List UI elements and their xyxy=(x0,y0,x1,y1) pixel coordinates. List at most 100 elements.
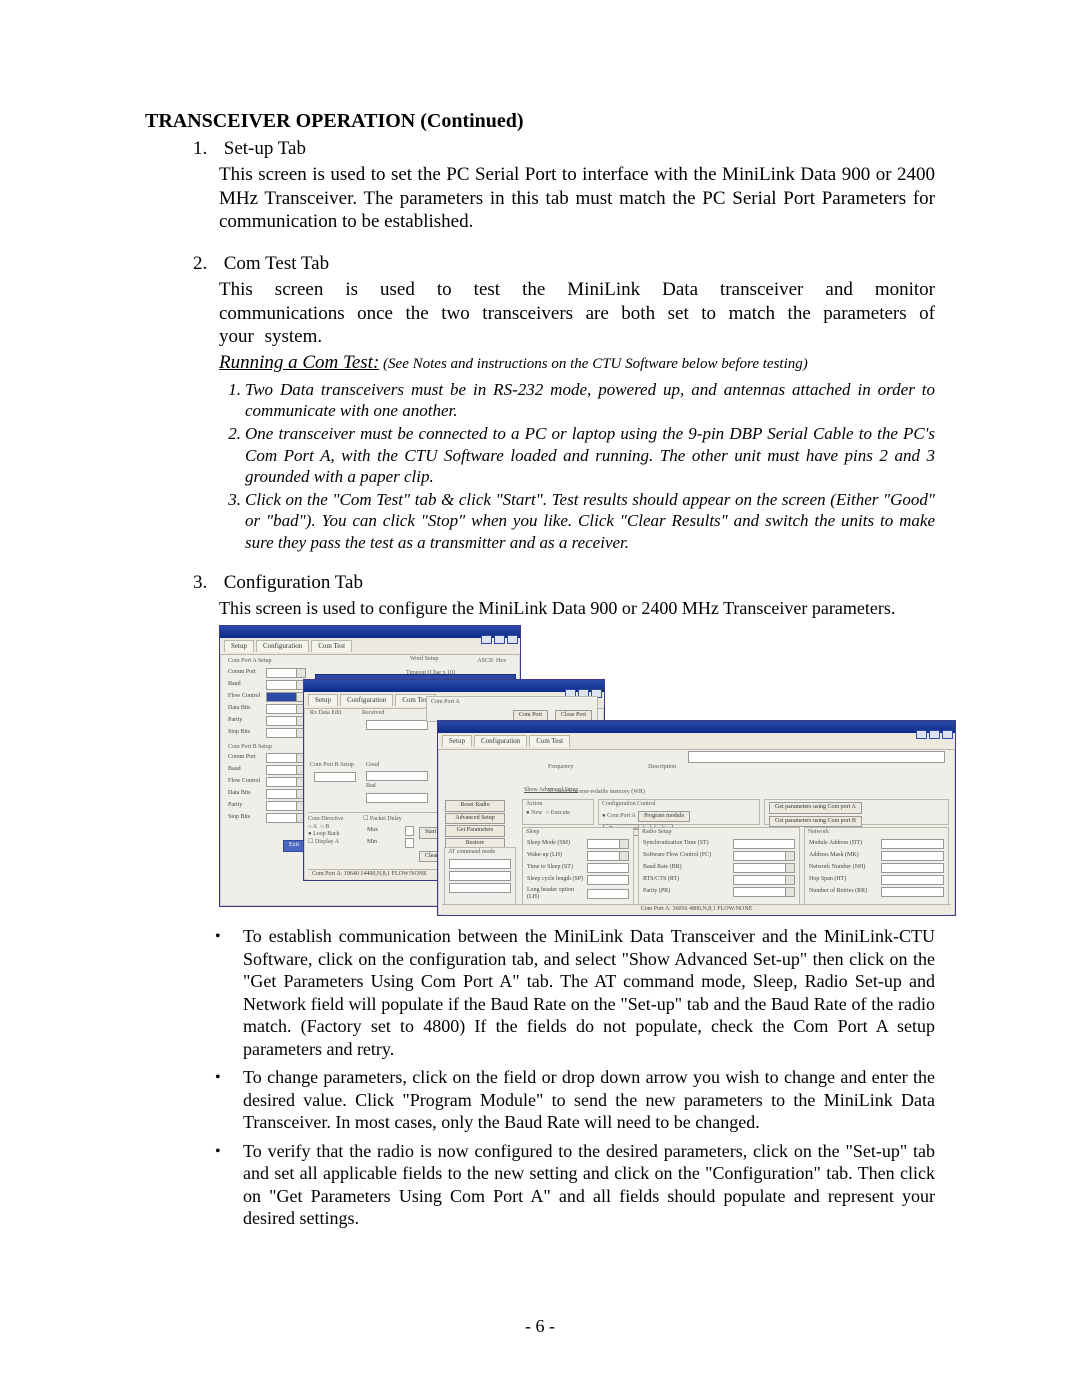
tab-config[interactable]: Configuration xyxy=(256,640,309,652)
at-command-group: AT command mode xyxy=(444,847,516,905)
field-label: Wake-up (LH) xyxy=(527,852,587,860)
radio-label[interactable]: Hex xyxy=(496,658,506,664)
radio-label[interactable]: New xyxy=(531,810,542,816)
network-group: Network Module Address (DT) Address Mask… xyxy=(804,827,949,905)
field-label: Min xyxy=(367,839,405,847)
field-label: Software Flow Control (FC) xyxy=(643,852,733,860)
text-input[interactable] xyxy=(587,863,629,873)
combo-input[interactable] xyxy=(587,839,620,849)
radio-label[interactable]: ASCII xyxy=(477,658,493,664)
radio-label[interactable]: A xyxy=(313,824,317,830)
dropdown-icon[interactable] xyxy=(786,851,795,861)
combo-input[interactable] xyxy=(266,765,297,775)
combo-input[interactable] xyxy=(733,851,786,861)
document-page: TRANSCEIVER OPERATION (Continued) 1. Set… xyxy=(0,0,1080,1397)
text-input[interactable] xyxy=(881,863,944,873)
embedded-screenshots: SetupConfigurationCom Test Com Port A Se… xyxy=(219,625,935,915)
text-input[interactable] xyxy=(881,875,944,885)
roman-steps: 1.Two Data transceivers must be in RS-23… xyxy=(219,379,935,553)
text-input[interactable] xyxy=(587,875,629,885)
combo-input[interactable] xyxy=(266,801,297,811)
item-body: This screen is used to set the PC Serial… xyxy=(219,163,935,234)
window-buttons xyxy=(914,722,953,731)
dropdown-icon[interactable] xyxy=(297,668,306,678)
text-input[interactable] xyxy=(314,772,356,782)
group-label: Radio Setup xyxy=(642,829,796,837)
text-input[interactable] xyxy=(587,889,629,899)
radio-label[interactable]: B xyxy=(325,824,329,830)
dropdown-icon[interactable] xyxy=(620,851,629,861)
text-input[interactable] xyxy=(449,859,511,869)
text-input[interactable] xyxy=(881,887,944,897)
text-input[interactable] xyxy=(405,838,414,848)
tab-config[interactable]: Configuration xyxy=(474,735,527,747)
combo-input[interactable] xyxy=(266,753,297,763)
field-label: Comm Port xyxy=(228,754,266,762)
field-label: Data Bits xyxy=(228,790,266,798)
check-label[interactable]: Display A xyxy=(315,839,339,845)
show-advanced-link[interactable]: Show Advanced Setup xyxy=(524,787,578,795)
tab-comtest[interactable]: Com Test xyxy=(529,735,570,747)
comport-panel: Com Port A Com Port Close Port xyxy=(426,696,598,722)
numbered-list: 1. Set-up Tab This screen is used to set… xyxy=(193,137,935,915)
combo-input[interactable] xyxy=(266,777,297,787)
roman-num: 3. xyxy=(219,489,241,510)
tab-comtest[interactable]: Com Test xyxy=(311,640,352,652)
radio-label[interactable]: Loop Back xyxy=(313,831,340,837)
field-label: Number of Retries (RR) xyxy=(809,888,881,896)
radio-label[interactable]: Execute xyxy=(551,810,570,816)
window-buttons xyxy=(479,627,518,636)
program-module-button[interactable]: Program module xyxy=(638,811,690,823)
field-label: Long header option (LH) xyxy=(527,887,587,902)
text-input[interactable] xyxy=(688,751,945,763)
text-input[interactable] xyxy=(881,839,944,849)
field-label: Baud xyxy=(228,681,266,689)
text-input[interactable] xyxy=(405,826,414,836)
text-input[interactable] xyxy=(449,871,511,881)
combo-input[interactable] xyxy=(266,680,297,690)
text-input[interactable] xyxy=(733,839,795,849)
dropdown-icon[interactable] xyxy=(786,875,795,885)
combo-input[interactable] xyxy=(266,716,297,726)
combo-input[interactable] xyxy=(266,813,297,823)
group-label: Rx Data Edit xyxy=(310,710,341,718)
field-label: Received xyxy=(362,710,432,718)
combo-input[interactable] xyxy=(266,668,297,678)
combo-input[interactable] xyxy=(266,728,297,738)
tab-config[interactable]: Configuration xyxy=(340,694,393,706)
tab-setup[interactable]: Setup xyxy=(308,694,338,706)
combo-input[interactable] xyxy=(587,851,620,861)
get-params-b-button[interactable]: Get parameters using Com port B xyxy=(769,816,862,828)
tab-setup[interactable]: Setup xyxy=(224,640,254,652)
text-input[interactable] xyxy=(366,793,428,803)
screenshot-config-window: SetupConfigurationCom Test Frequency Des… xyxy=(437,720,956,916)
dropdown-icon[interactable] xyxy=(786,863,795,873)
combo-input[interactable] xyxy=(266,704,297,714)
get-params-a-button[interactable]: Get parameters using Com port A xyxy=(769,802,862,814)
text-input[interactable] xyxy=(366,771,428,781)
group-label: Network xyxy=(808,829,945,837)
radio-label[interactable]: Com Port A xyxy=(607,813,635,819)
titlebar xyxy=(438,721,955,733)
combo-input[interactable] xyxy=(733,887,786,897)
running-note: (See Notes and instructions on the CTU S… xyxy=(379,356,807,372)
roman-num: 2. xyxy=(219,423,241,444)
combo-input[interactable] xyxy=(266,692,297,702)
tab-setup[interactable]: Setup xyxy=(442,735,472,747)
roman-step: 3.Click on the "Com Test" tab & click "S… xyxy=(219,489,935,553)
combo-input[interactable] xyxy=(266,789,297,799)
field-label: Sleep cycle length (SP) xyxy=(527,876,587,884)
port-a-group: Com Port A Setup Comm Port Baud Flow Con… xyxy=(224,658,310,859)
text-input[interactable] xyxy=(449,883,511,893)
dropdown-icon[interactable] xyxy=(620,839,629,849)
item-body: This screen is used to test the MiniLink… xyxy=(219,278,935,349)
check-label[interactable]: Packet Delay xyxy=(370,816,402,822)
exit-button[interactable]: Exit xyxy=(283,840,305,852)
combo-input[interactable] xyxy=(733,875,786,885)
text-input[interactable] xyxy=(881,851,944,861)
section-heading: TRANSCEIVER OPERATION (Continued) xyxy=(145,110,935,133)
config-bullets: To establish communication between the M… xyxy=(215,925,935,1230)
combo-input[interactable] xyxy=(733,863,786,873)
text-input[interactable] xyxy=(366,720,428,730)
dropdown-icon[interactable] xyxy=(786,887,795,897)
